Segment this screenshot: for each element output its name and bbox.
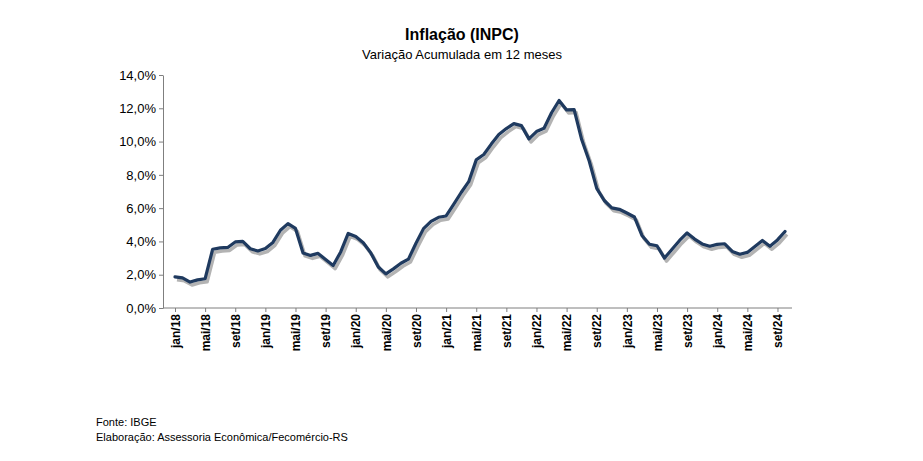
x-tick: mai/20	[380, 308, 394, 351]
x-tick: jan/20	[349, 308, 363, 349]
x-tick-mark	[386, 308, 387, 312]
x-tick: jan/19	[259, 308, 273, 349]
source: Fonte: IBGE	[96, 416, 157, 428]
x-tick-label: jan/21	[440, 314, 454, 349]
x-tick: jan/18	[169, 308, 183, 349]
y-tick: 10,0%	[119, 134, 163, 149]
x-tick-label: mai/20	[380, 314, 394, 352]
x-tick: mai/23	[651, 308, 665, 351]
y-tick: 8,0%	[126, 168, 163, 183]
x-tick-mark	[326, 308, 327, 312]
x-tick-mark	[777, 308, 778, 312]
y-tick-label: 14,0%	[119, 68, 156, 83]
y-tick-label: 8,0%	[126, 168, 156, 183]
x-tick-label: jan/22	[530, 314, 544, 349]
x-tick: jan/23	[621, 308, 635, 349]
x-tick-mark	[175, 308, 176, 312]
y-tick-label: 2,0%	[126, 267, 156, 282]
x-tick-label: set/20	[410, 314, 424, 348]
y-tick: 14,0%	[119, 68, 163, 83]
x-tick: set/23	[681, 308, 695, 348]
line-shadow	[177, 103, 787, 285]
x-tick-label: set/21	[500, 314, 514, 348]
x-tick-mark	[356, 308, 357, 312]
x-tick-mark	[265, 308, 266, 312]
x-tick-mark	[567, 308, 568, 312]
y-tick-mark	[159, 208, 163, 209]
x-tick-mark	[506, 308, 507, 312]
x-tick: mai/21	[470, 308, 484, 351]
x-tick-mark	[747, 308, 748, 312]
x-tick: set/18	[229, 308, 243, 348]
y-tick-mark	[159, 75, 163, 76]
x-tick-mark	[627, 308, 628, 312]
x-tick-label: set/24	[771, 314, 785, 348]
x-tick-mark	[657, 308, 658, 312]
x-tick-label: mai/23	[651, 314, 665, 352]
y-tick: 4,0%	[126, 234, 163, 249]
y-axis: 0,0% 2,0% 4,0% 6,0% 8,0% 10,0% 12,0% 14,0%	[119, 68, 163, 316]
x-tick: set/22	[590, 308, 604, 348]
y-tick: 0,0%	[126, 301, 163, 316]
x-tick-label: mai/18	[199, 314, 213, 352]
x-tick-label: set/22	[590, 314, 604, 348]
x-tick: set/21	[500, 308, 514, 348]
x-tick: mai/19	[289, 308, 303, 351]
x-tick: mai/22	[560, 308, 574, 351]
x-tick: jan/24	[711, 308, 725, 349]
line	[175, 100, 785, 282]
x-tick-label: mai/24	[741, 314, 755, 352]
y-tick-label: 6,0%	[126, 201, 156, 216]
x-tick-mark	[597, 308, 598, 312]
x-axis-line	[163, 308, 792, 309]
y-tick: 6,0%	[126, 201, 163, 216]
x-tick-mark	[446, 308, 447, 312]
x-tick-label: mai/21	[470, 314, 484, 352]
x-tick: set/19	[319, 308, 333, 348]
x-tick: mai/24	[741, 308, 755, 351]
x-axis: jan/18 mai/18 set/18 jan/19 mai/19 set/19 jan/…	[163, 308, 792, 351]
x-tick: jan/21	[440, 308, 454, 349]
y-tick-mark	[159, 308, 163, 309]
x-tick-mark	[205, 308, 206, 312]
y-tick-label: 4,0%	[126, 234, 156, 249]
y-tick: 2,0%	[126, 267, 163, 282]
x-tick-label: mai/19	[289, 314, 303, 352]
y-tick: 12,0%	[119, 101, 163, 116]
x-tick-mark	[717, 308, 718, 312]
y-tick-mark	[159, 142, 163, 143]
x-tick: mai/18	[199, 308, 213, 351]
x-tick-label: jan/20	[349, 314, 363, 349]
x-tick-mark	[416, 308, 417, 312]
x-tick-label: jan/18	[169, 314, 183, 349]
subtitle: Variação Acumulada em 12 meses	[362, 47, 562, 62]
x-tick: set/20	[410, 308, 424, 348]
x-tick-label: mai/22	[560, 314, 574, 352]
y-tick-mark	[159, 241, 163, 242]
y-tick-mark	[159, 108, 163, 109]
x-tick-mark	[235, 308, 236, 312]
x-tick-label: set/18	[229, 314, 243, 348]
x-tick: set/24	[771, 308, 785, 348]
y-tick-mark	[159, 175, 163, 176]
elaboration: Elaboração: Assessoria Econômica/Fecomér…	[96, 431, 348, 443]
y-tick-label: 10,0%	[119, 134, 156, 149]
title: Inflação (INPC)	[405, 26, 519, 43]
x-tick-label: jan/19	[259, 314, 273, 349]
x-tick-mark	[536, 308, 537, 312]
x-tick-label: set/23	[681, 314, 695, 348]
plot-area	[175, 100, 787, 285]
x-tick: jan/22	[530, 308, 544, 349]
x-tick-label: jan/24	[711, 314, 725, 349]
y-axis-line	[163, 76, 164, 309]
x-tick-mark	[687, 308, 688, 312]
y-tick-mark	[159, 275, 163, 276]
y-tick-label: 0,0%	[126, 301, 156, 316]
chart: Inflação (INPC) Variação Acumulada em 12 …	[0, 0, 923, 461]
x-tick-mark	[476, 308, 477, 312]
x-tick-label: set/19	[319, 314, 333, 348]
x-tick-label: jan/23	[621, 314, 635, 349]
x-tick-mark	[295, 308, 296, 312]
y-tick-label: 12,0%	[119, 101, 156, 116]
